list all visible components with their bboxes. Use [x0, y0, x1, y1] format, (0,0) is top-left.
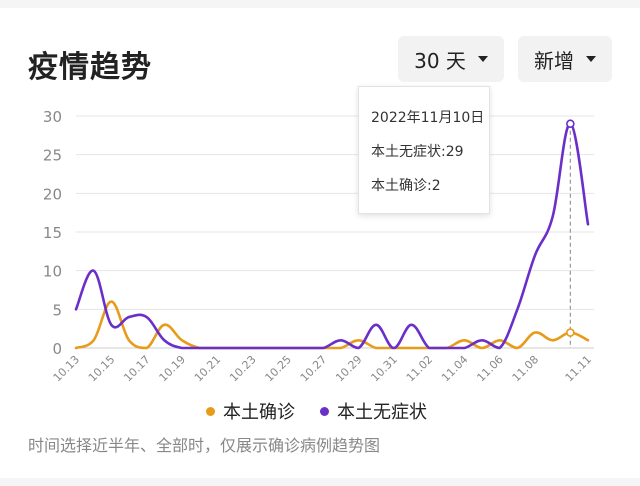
- x-tick-label: 10.27: [298, 353, 329, 384]
- x-tick-label: 11.06: [474, 353, 505, 384]
- x-tick-label: 10.25: [263, 353, 294, 384]
- footnote: 时间选择近半年、全部时，仅展示确诊病例趋势图: [28, 436, 381, 455]
- x-tick-label: 10.15: [86, 353, 117, 384]
- tooltip-date: 2022年11月10日: [371, 110, 485, 126]
- legend-label: 本土确诊: [223, 402, 295, 423]
- legend-dot-icon: [320, 406, 329, 416]
- metric-dropdown-label: 新增: [534, 48, 574, 73]
- highlight-point-asymptomatic: [566, 119, 575, 129]
- x-tick-label: 11.11: [563, 353, 594, 384]
- x-tick-label: 10.19: [157, 353, 188, 384]
- x-tick-label: 11.08: [510, 353, 541, 384]
- chart-tooltip: 2022年11月10日 本土无症状:29 本土确诊:2: [358, 86, 490, 214]
- series-line-asymptomatic: [74, 122, 590, 350]
- caret-down-icon: [586, 56, 596, 62]
- page-title: 疫情趋势: [28, 50, 152, 85]
- y-tick-label: 0: [52, 340, 62, 358]
- legend-dot-icon: [206, 406, 215, 416]
- y-tick-label: 30: [43, 108, 62, 126]
- range-dropdown[interactable]: 30 天: [398, 36, 504, 82]
- y-tick-label: 25: [43, 147, 62, 165]
- range-dropdown-label: 30 天: [414, 48, 466, 73]
- y-tick-label: 20: [43, 185, 62, 203]
- y-tick-label: 10: [43, 263, 62, 281]
- x-tick-label: 10.23: [227, 353, 258, 384]
- x-tick-label: 10.29: [333, 353, 364, 384]
- highlight-point-confirmed: [566, 328, 575, 337]
- x-tick-label: 10.31: [368, 353, 399, 384]
- series-line-confirmed: [74, 300, 590, 350]
- trend-card: [0, 8, 640, 478]
- x-tick-label: 11.04: [439, 353, 470, 384]
- y-tick-label: 5: [52, 301, 62, 319]
- x-tick-label: 10.17: [121, 353, 152, 384]
- metric-dropdown[interactable]: 新增: [518, 36, 612, 82]
- y-tick-label: 15: [43, 224, 62, 242]
- tooltip-asymptomatic: 本土无症状:29: [371, 144, 464, 160]
- tooltip-confirmed: 本土确诊:2: [371, 178, 441, 194]
- legend-item-confirmed[interactable]: 本土确诊: [206, 398, 295, 424]
- caret-down-icon: [477, 56, 488, 62]
- legend-item-asymptomatic[interactable]: 本土无症状: [320, 398, 427, 424]
- x-tick-label: 11.02: [404, 353, 435, 384]
- legend-label: 本土无症状: [337, 402, 427, 423]
- x-tick-label: 10.21: [192, 353, 223, 384]
